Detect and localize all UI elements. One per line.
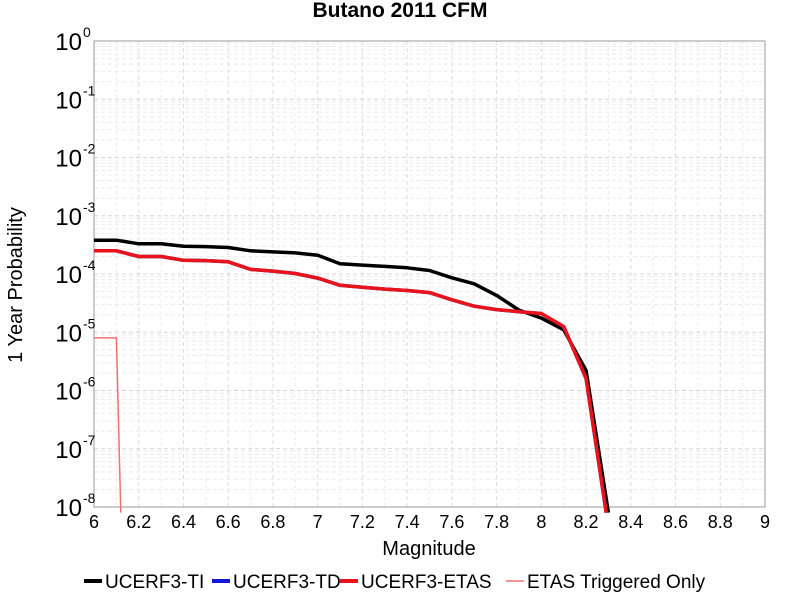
y-tick-label: 10 -8 [55,490,95,522]
x-axis-label: Magnitude [382,538,475,560]
y-axis-label: 1 Year Probability [5,207,27,363]
y-tick-exponent: -1 [83,82,96,98]
y-tick-label: 10 0 [55,24,91,56]
x-tick-label: 6.8 [260,512,285,532]
y-tick-label: 10 -1 [55,82,95,114]
legend-label: UCERF3-TD [233,572,341,593]
y-tick-label: 10 -3 [55,199,95,231]
x-tick-label: 8.4 [618,512,643,532]
y-tick-base: 10 [55,146,82,173]
x-tick-label: 7.8 [484,512,509,532]
legend-label: ETAS Triggered Only [527,572,706,593]
y-tick-label: 10 -2 [55,141,95,173]
legend-item: UCERF3-ETAS [340,572,492,593]
series-layer [94,238,611,513]
x-tick-label: 6.6 [216,512,241,532]
y-tick-exponent: 0 [83,24,91,40]
y-tick-base: 10 [55,437,82,464]
x-tick-label: 7.6 [439,512,464,532]
legend-item: UCERF3-TI [84,572,204,593]
legend-label: UCERF3-TI [105,572,204,593]
x-tick-label: 6.4 [171,512,196,532]
x-tick-label: 6.2 [126,512,151,532]
legend-label: UCERF3-ETAS [361,572,492,593]
y-tick-label: 10 -6 [55,374,95,406]
x-tick-label: 9 [760,512,770,532]
x-tick-label: 7.4 [395,512,420,532]
x-tick-label: 7.2 [350,512,375,532]
y-tick-exponent: -3 [83,199,96,215]
chart-title: Butano 2011 CFM [312,0,487,22]
legend-item: ETAS Triggered Only [506,572,706,593]
x-tick-label: 8.8 [708,512,733,532]
series-line-ucerf3-td [94,249,608,513]
y-tick-base: 10 [55,87,82,114]
y-tick-exponent: -5 [83,315,96,331]
y-tick-exponent: -4 [83,257,96,273]
grid [93,41,766,508]
y-tick-base: 10 [55,495,82,522]
y-tick-label: 10 -7 [55,432,95,464]
x-tick-label: 8.6 [663,512,688,532]
x-axis-ticks: 6 6.2 6.4 6.6 6.8 7 7.2 7.4 7.6 7.8 8 8.2 8.4 8.6 8.8 9 [89,512,770,532]
legend-item: UCERF3-TD [212,572,341,593]
y-tick-base: 10 [55,204,82,231]
x-tick-label: 6 [89,512,99,532]
y-tick-base: 10 [55,29,82,56]
y-tick-base: 10 [55,379,82,406]
y-tick-exponent: -6 [83,374,96,390]
x-tick-label: 8 [536,512,546,532]
x-tick-label: 7 [313,512,323,532]
y-tick-base: 10 [55,262,82,289]
series-line-ucerf3-etas [94,249,608,513]
y-tick-exponent: -2 [83,141,96,157]
series-line-etas-triggered-only [94,337,122,513]
y-tick-exponent: -7 [83,432,96,448]
y-tick-label: 10 -4 [55,257,95,289]
x-tick-label: 8.2 [574,512,599,532]
y-tick-exponent: -8 [83,490,96,506]
y-tick-label: 10 -5 [55,315,95,347]
plot-area [93,40,766,508]
y-tick-base: 10 [55,320,82,347]
legend: UCERF3-TI UCERF3-TD UCERF3-ETAS ETAS Trigge… [84,572,706,593]
